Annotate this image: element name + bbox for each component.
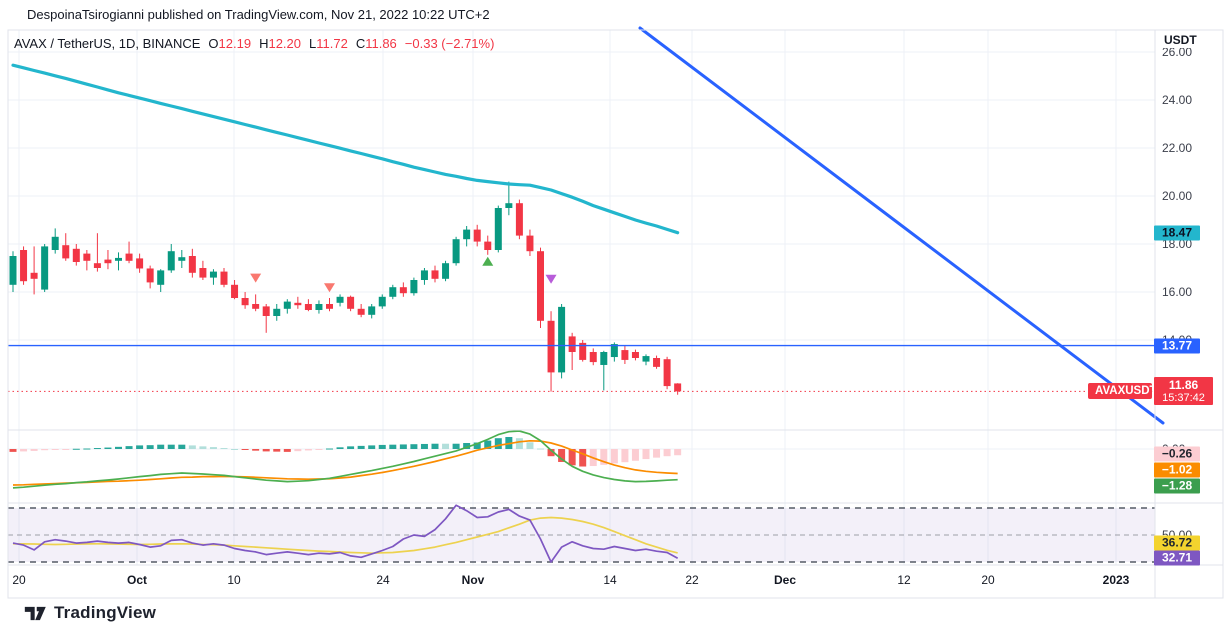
- time-tick-label: 24: [376, 573, 390, 587]
- macd-line-badge: −1.28: [1154, 478, 1200, 494]
- symbol-price-tag: AVAXUSDT: [1088, 383, 1157, 400]
- time-tick-label: 2023: [1102, 573, 1130, 587]
- legend-symbol[interactable]: AVAX / TetherUS, 1D, BINANCE: [14, 36, 201, 51]
- ma-value-badge: 18.47: [1154, 225, 1200, 241]
- macd-signal-badge: −1.02: [1154, 462, 1200, 478]
- legend-change: −0.33 (−2.71%): [404, 36, 495, 51]
- price-tick-label: 24.00: [1162, 93, 1193, 107]
- legend-ohlc-label: L: [309, 36, 317, 51]
- hline-value-badge: 13.77: [1154, 338, 1200, 354]
- bar-countdown: 15:37:42: [1162, 392, 1205, 405]
- rsi-ma-badge: 36.72: [1154, 535, 1200, 550]
- brand-name[interactable]: TradingView: [54, 603, 157, 622]
- footer: TradingView: [24, 603, 156, 623]
- macd-histogram-badge: −0.26: [1154, 446, 1200, 462]
- legend-ohlc-label: C: [355, 36, 366, 51]
- time-tick-label: 10: [227, 573, 241, 587]
- time-tick-label: 14: [603, 573, 617, 587]
- time-tick-label: Dec: [773, 573, 797, 587]
- legend-ohlc-label: O: [208, 36, 219, 51]
- time-tick-label: 12: [897, 573, 911, 587]
- price-tick-label: 26.00: [1162, 45, 1193, 59]
- tradingview-logo-icon[interactable]: [24, 604, 47, 623]
- time-tick-label: Oct: [126, 573, 148, 587]
- price-tick-label: 18.00: [1162, 237, 1193, 251]
- time-tick-label: 20: [981, 573, 995, 587]
- legend-ohlc-values: O12.19 H12.20 L11.72 C11.86 −0.33 (−2.71%): [200, 36, 494, 51]
- time-tick-label: 22: [685, 573, 699, 587]
- price-axis-currency: USDT: [1164, 33, 1200, 48]
- chart-legend[interactable]: AVAX / TetherUS, 1D, BINANCE O12.19 H12.20…: [14, 36, 494, 51]
- legend-ohlc-value: 11.86: [365, 36, 397, 51]
- rsi-value-badge: 32.71: [1154, 550, 1200, 566]
- last-price-badge: 11.86 15:37:42: [1154, 377, 1213, 406]
- legend-ohlc-value: 12.19: [218, 36, 252, 51]
- attribution-text: DespoinaTsirogianni published on Trading…: [27, 7, 490, 22]
- time-tick-label: Nov: [461, 573, 485, 587]
- price-tick-label: 20.00: [1162, 189, 1193, 203]
- price-tick-label: 22.00: [1162, 141, 1193, 155]
- price-tick-label: 16.00: [1162, 285, 1193, 299]
- legend-ohlc-value: 12.20: [268, 36, 302, 51]
- time-tick-label: 20: [12, 573, 26, 587]
- legend-ohlc-value: 11.72: [316, 36, 348, 51]
- legend-ohlc-label: H: [259, 36, 269, 51]
